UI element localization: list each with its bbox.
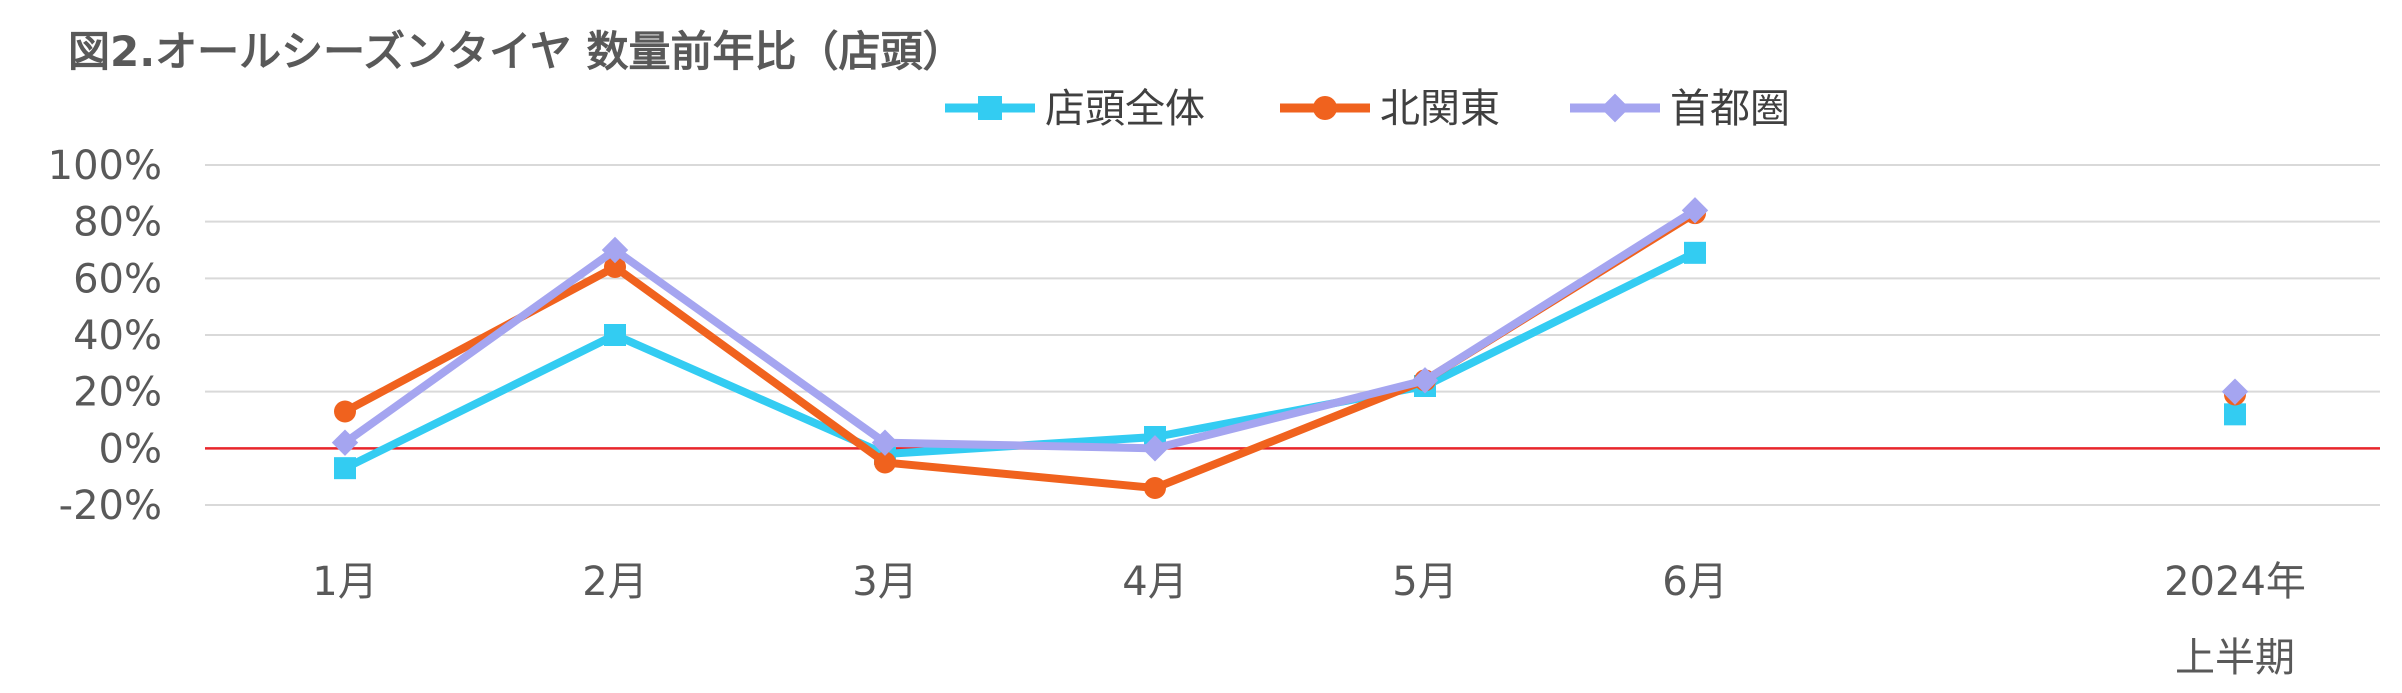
data-point: [1681, 197, 1709, 224]
legend: 店頭全体 北関東 首都圏: [945, 86, 1790, 132]
y-tick-label: 100%: [48, 143, 162, 189]
x-tick-label: 4月: [1122, 559, 1187, 605]
series-line: [341, 248, 1699, 473]
legend-label: 店頭全体: [1045, 86, 1205, 132]
data-point: [1684, 241, 1706, 264]
data-point: [331, 429, 359, 456]
x-tick-label: 2月: [582, 559, 647, 605]
data-point: [601, 236, 629, 264]
data-point: [2224, 403, 2246, 426]
legend-swatch-marker: [1600, 93, 1630, 123]
x-tick-label: 3月: [852, 559, 917, 605]
y-tick-label: 60%: [73, 256, 162, 302]
series-layer: [331, 197, 2249, 499]
y-tick-label: 80%: [73, 200, 162, 246]
data-point: [334, 457, 356, 480]
legend-swatch-marker: [978, 96, 1002, 120]
chart-title: 図2.オールシーズンタイヤ 数量前年比（店頭）: [68, 27, 964, 76]
data-point: [2221, 378, 2249, 405]
gridlines: [205, 164, 2380, 506]
legend-label: 北関東: [1380, 86, 1500, 132]
x-tick-label: 上半期: [2175, 635, 2295, 681]
y-tick-label: 40%: [73, 313, 162, 359]
legend-label: 首都圏: [1670, 86, 1790, 132]
series-line: [341, 206, 1699, 453]
data-point: [604, 256, 626, 278]
y-axis-tick-labels: 100% 80% 60% 40% 20% 0% -20%: [48, 143, 162, 529]
x-tick-label: 5月: [1392, 559, 1457, 605]
x-tick-label: 6月: [1662, 559, 1727, 605]
data-point: [1411, 367, 1439, 394]
y-tick-label: 0%: [99, 426, 162, 472]
x-tick-label: 1月: [312, 559, 377, 605]
y-tick-label: 20%: [73, 370, 162, 416]
data-point: [874, 451, 896, 474]
data-point: [604, 324, 626, 346]
data-point: [1141, 435, 1169, 462]
data-point: [1144, 477, 1166, 499]
x-tick-label: 2024年: [2164, 559, 2306, 605]
data-point: [871, 429, 899, 456]
legend-swatch-marker: [1313, 96, 1337, 120]
series-3: [331, 197, 2249, 462]
data-point: [334, 400, 356, 423]
y-tick-label: -20%: [59, 483, 162, 529]
